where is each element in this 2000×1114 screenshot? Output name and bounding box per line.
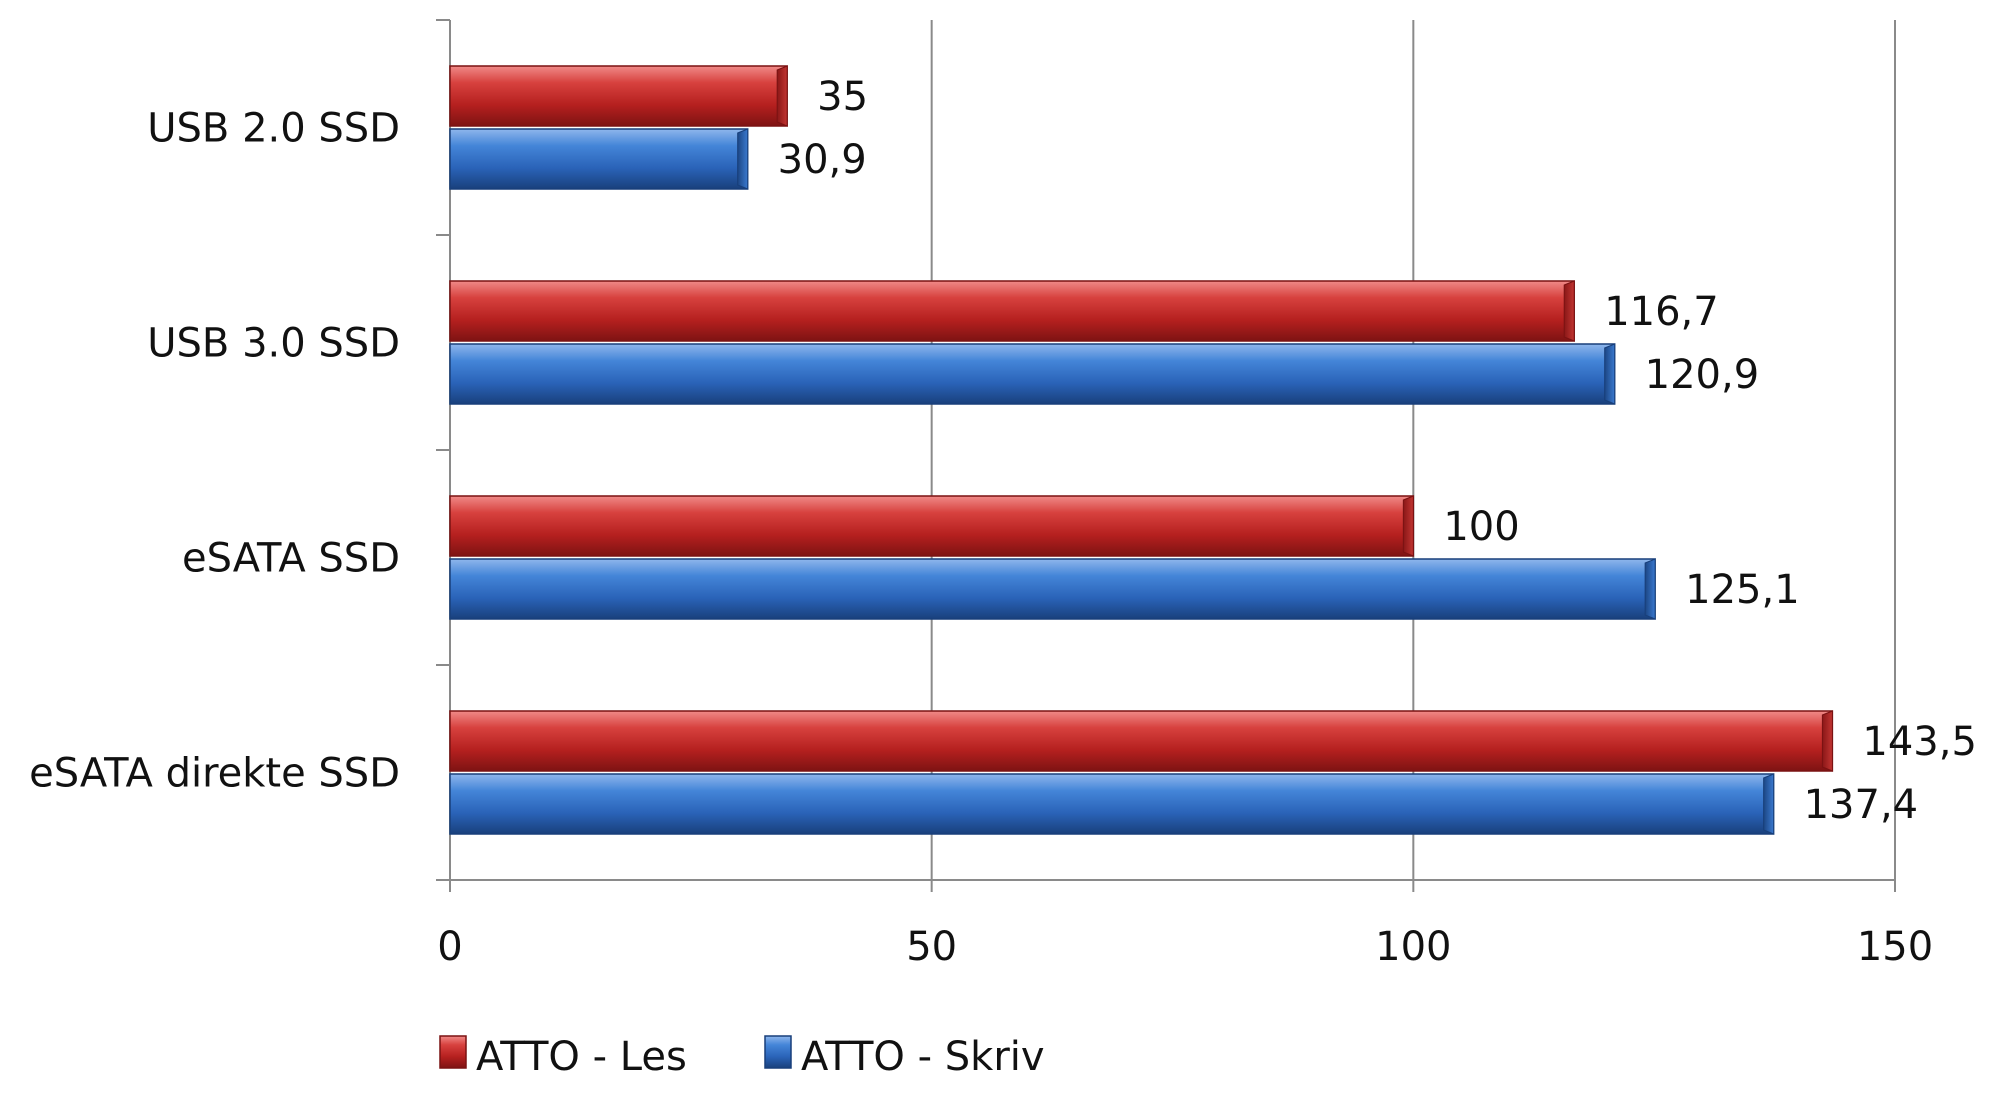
bar-end-cap: [1644, 558, 1656, 620]
category-label: USB 3.0 SSD: [147, 321, 400, 367]
legend-swatch: [764, 1035, 792, 1069]
bar-body: [449, 343, 1616, 405]
bar-les: [449, 495, 1415, 557]
x-tick-label: 150: [1857, 924, 1933, 970]
legend-label: ATTO - Skriv: [801, 1034, 1045, 1080]
x-tick-label: 50: [906, 924, 957, 970]
label-layer: 0 50 100 150 USB 2.0 SSD USB 3.0 SSD eSATA SSD…: [29, 74, 1977, 970]
bar-body: [449, 280, 1575, 342]
bar-end-cap: [776, 65, 788, 127]
data-label: 143,5: [1862, 719, 1977, 765]
legend: ATTO - Les ATTO - Skriv: [439, 1034, 1045, 1080]
data-label: 35: [817, 74, 868, 120]
category-label: eSATA direkte SSD: [29, 751, 400, 797]
bar-les: [449, 280, 1575, 342]
bar-end-cap: [1604, 343, 1616, 405]
bar-skriv: [449, 343, 1616, 405]
data-label: 30,9: [778, 137, 867, 183]
x-tick-label: 100: [1375, 924, 1451, 970]
legend-swatch-les: [439, 1035, 467, 1069]
data-label: 137,4: [1804, 782, 1919, 828]
bar-end-cap: [1402, 495, 1414, 557]
bar-skriv: [449, 773, 1775, 835]
category-label: eSATA SSD: [182, 536, 400, 582]
bar-body: [449, 710, 1834, 772]
bar-end-cap: [1563, 280, 1575, 342]
legend-swatch-skriv: [764, 1035, 792, 1069]
bar-end-cap: [737, 128, 749, 190]
data-label: 116,7: [1604, 289, 1719, 335]
bar-body: [449, 558, 1656, 620]
bar-body: [449, 773, 1775, 835]
legend-label: ATTO - Les: [476, 1034, 687, 1080]
legend-swatch: [439, 1035, 467, 1069]
bar-body: [449, 495, 1415, 557]
bar-layer: [449, 65, 1834, 835]
bar-les: [449, 65, 788, 127]
bar-end-cap: [1763, 773, 1775, 835]
data-label: 125,1: [1685, 567, 1800, 613]
bar-end-cap: [1821, 710, 1833, 772]
bar-skriv: [449, 128, 749, 190]
bar-les: [449, 710, 1834, 772]
data-label: 120,9: [1645, 352, 1760, 398]
bar-body: [449, 128, 749, 190]
data-label: 100: [1443, 504, 1519, 550]
x-tick-label: 0: [437, 924, 462, 970]
bar-skriv: [449, 558, 1656, 620]
category-label: USB 2.0 SSD: [147, 106, 400, 152]
bar-body: [449, 65, 788, 127]
